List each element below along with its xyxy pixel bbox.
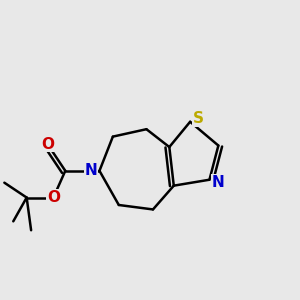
Text: N: N (212, 175, 224, 190)
Text: O: O (41, 136, 54, 152)
Text: N: N (85, 163, 98, 178)
Text: O: O (47, 190, 60, 205)
Text: S: S (193, 111, 204, 126)
